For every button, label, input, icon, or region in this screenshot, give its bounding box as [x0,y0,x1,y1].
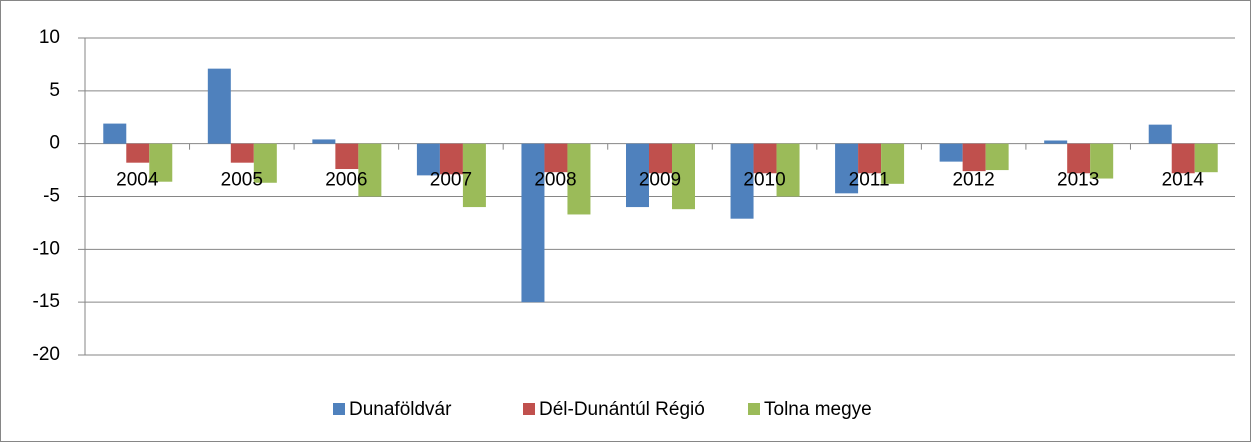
legend-swatch [523,403,535,415]
legend-label: Tolna megye [764,399,872,420]
y-tick-label: -15 [33,291,60,312]
bar [103,123,127,144]
bar [939,143,963,162]
x-tick-label: 2013 [1057,170,1099,191]
legend-label: Dunaföldvár [349,399,452,420]
legend-swatch [333,403,345,415]
bar [230,143,254,163]
bar [126,143,150,163]
legend-label: Dél-Dunántúl Régió [539,399,705,420]
y-tick-label: -10 [33,238,60,259]
bar [1171,143,1195,174]
y-tick-label: 0 [49,133,60,154]
y-tick-label: -20 [33,344,60,365]
x-tick-label: 2005 [221,170,263,191]
y-tick-label: -5 [43,186,60,207]
bar [462,143,486,208]
bar [730,143,754,219]
legend-swatch [748,403,760,415]
bar [1148,124,1172,144]
x-tick-label: 2004 [116,170,159,191]
bar [962,143,986,172]
bar [207,68,231,144]
bar [1067,143,1091,174]
y-tick-label: 10 [39,27,60,48]
bar [312,139,336,144]
bar [626,143,649,208]
bar [1044,140,1068,144]
bar [672,143,695,210]
x-tick-label: 2006 [325,170,367,191]
bar [149,143,173,182]
x-tick-label: 2012 [952,170,994,191]
x-tick-label: 2014 [1162,170,1205,191]
x-tick-label: 2009 [639,170,681,191]
bar [881,143,905,184]
bar [1090,143,1114,179]
bar [544,143,568,173]
bar [985,143,1009,171]
bar [858,143,882,174]
bar [253,143,277,183]
x-tick-label: 2011 [849,170,890,191]
x-tick-label: 2007 [430,170,472,191]
x-tick-label: 2008 [534,170,576,191]
bar [835,143,859,194]
bar [335,143,359,170]
x-tick-label: 2010 [743,170,785,191]
bar [521,143,545,303]
bar [649,143,672,174]
bar [358,143,382,197]
bar [567,143,591,215]
bar [776,143,800,197]
bar [439,143,463,175]
bar [1194,143,1218,173]
y-tick-label: 5 [49,80,60,101]
bar [753,143,777,174]
bar [416,143,440,176]
